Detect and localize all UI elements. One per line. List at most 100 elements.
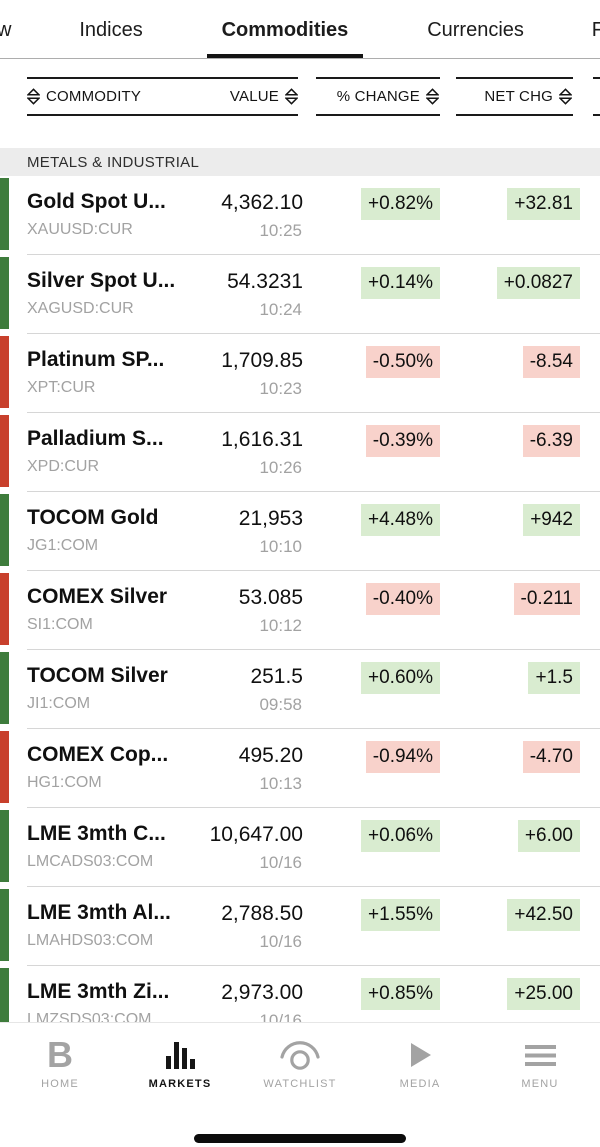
direction-bar <box>0 257 9 329</box>
commodity-row[interactable]: TOCOM Gold JG1:COM 21,953 10:10 +4.48% +… <box>0 492 600 571</box>
net-change-badge: +942 <box>523 504 580 536</box>
commodity-name: LME 3mth Zi... <box>27 980 170 1003</box>
commodity-header-label: COMMODITY <box>46 88 142 105</box>
tab-commodities[interactable]: Commodities <box>206 0 364 58</box>
commodity-row[interactable]: LME 3mth C... LMCADS03:COM 10,647.00 10/… <box>0 808 600 887</box>
direction-bar <box>0 731 9 803</box>
net-chg-header-cell: NET CHG <box>484 88 572 105</box>
net-change-badge: +42.50 <box>507 899 580 931</box>
tab-indices[interactable]: Indices <box>79 18 143 41</box>
direction-bar <box>0 178 9 250</box>
net-change-badge: -6.39 <box>522 425 580 457</box>
column-header-pct-change[interactable]: % CHANGE <box>316 77 440 116</box>
commodity-ticker: SI1:COM <box>27 616 93 633</box>
commodity-row[interactable]: Palladium S... XPD:CUR 1,616.31 10:26 -0… <box>0 413 600 492</box>
commodity-name: Platinum SP... <box>27 348 165 371</box>
net-change-badge: -8.54 <box>522 346 580 378</box>
pct-change-badge: -0.50% <box>365 346 440 378</box>
direction-bar <box>0 494 9 566</box>
sort-icon <box>559 88 572 105</box>
commodity-name: COMEX Silver <box>27 585 168 608</box>
commodity-ticker: XAUUSD:CUR <box>27 221 133 238</box>
sort-icon <box>27 88 40 105</box>
direction-bar <box>0 415 9 487</box>
column-header-commodity-value[interactable]: COMMODITY VALUE <box>27 77 298 116</box>
commodity-row[interactable]: COMEX Silver SI1:COM 53.085 10:12 -0.40%… <box>0 571 600 650</box>
commodity-row[interactable]: Silver Spot U... XAGUSD:CUR 54.3231 10:2… <box>0 255 600 334</box>
nav-item-home[interactable]: B HOME <box>0 1023 120 1147</box>
commodity-list: Gold Spot U... XAUUSD:CUR 4,362.10 10:25… <box>0 176 600 1045</box>
pct-change-badge: +0.60% <box>361 662 440 694</box>
commodity-ticker: LMAHDS03:COM <box>27 932 154 949</box>
commodity-value: 4,362.10 <box>221 191 303 214</box>
commodity-row[interactable]: COMEX Cop... HG1:COM 495.20 10:13 -0.94%… <box>0 729 600 808</box>
pct-change-badge: +0.06% <box>361 820 440 852</box>
quote-time: 10:25 <box>259 221 302 240</box>
quote-time: 10:23 <box>259 379 302 398</box>
column-header-net-chg[interactable]: NET CHG <box>456 77 573 116</box>
commodity-row[interactable]: TOCOM Silver JI1:COM 251.5 09:58 +0.60% … <box>0 650 600 729</box>
direction-bar <box>0 652 9 724</box>
commodity-value: 54.3231 <box>227 270 303 293</box>
direction-bar <box>0 889 9 961</box>
net-change-badge: +25.00 <box>507 978 580 1010</box>
commodity-value: 53.085 <box>238 586 303 609</box>
tab-overview-partial[interactable]: w <box>0 0 15 58</box>
commodity-name: Silver Spot U... <box>27 269 176 292</box>
play-icon <box>409 1038 432 1072</box>
pct-change-badge: -0.94% <box>365 741 440 773</box>
nav-label-watchlist: WATCHLIST <box>263 1078 337 1090</box>
commodity-value: 2,973.00 <box>221 981 303 1004</box>
commodity-ticker: JI1:COM <box>27 695 91 712</box>
pct-change-badge: +4.48% <box>361 504 440 536</box>
sort-icon <box>426 88 439 105</box>
quote-time: 10:12 <box>259 616 302 635</box>
bar-chart-icon <box>165 1038 195 1072</box>
commodity-name: LME 3mth C... <box>27 822 166 845</box>
net-chg-header-label: NET CHG <box>484 88 553 105</box>
commodity-value: 495.20 <box>238 744 303 767</box>
net-change-badge: +1.5 <box>528 662 580 694</box>
pct-change-header-cell: % CHANGE <box>337 88 439 105</box>
direction-bar <box>0 573 9 645</box>
column-header-next-partial <box>593 77 600 116</box>
quote-time: 10:26 <box>259 458 302 477</box>
commodity-name: COMEX Cop... <box>27 743 169 766</box>
commodity-row[interactable]: Platinum SP... XPT:CUR 1,709.85 10:23 -0… <box>0 334 600 413</box>
nav-label-home: HOME <box>41 1078 79 1090</box>
commodity-name: Palladium S... <box>27 427 164 450</box>
home-indicator-bar[interactable] <box>194 1134 406 1143</box>
nav-label-markets: MARKETS <box>148 1078 212 1090</box>
commodity-value: 21,953 <box>238 507 303 530</box>
quote-time: 10:13 <box>259 774 302 793</box>
pct-change-badge: +1.55% <box>361 899 440 931</box>
commodity-value: 1,709.85 <box>221 349 303 372</box>
nav-item-menu[interactable]: MENU <box>480 1023 600 1147</box>
pct-change-badge: +0.82% <box>361 188 440 220</box>
commodity-row[interactable]: Gold Spot U... XAUUSD:CUR 4,362.10 10:25… <box>0 176 600 255</box>
commodity-header-cell: COMMODITY <box>27 88 141 105</box>
quote-time: 10/16 <box>259 932 302 951</box>
tab-futures-partial[interactable]: F <box>588 0 600 58</box>
net-change-badge: -0.211 <box>513 583 580 615</box>
pct-change-badge: -0.39% <box>365 425 440 457</box>
nav-item-markets[interactable]: MARKETS <box>120 1023 240 1147</box>
nav-item-watchlist[interactable]: WATCHLIST <box>240 1023 360 1147</box>
quote-time: 10:10 <box>259 537 302 556</box>
nav-item-media[interactable]: MEDIA <box>360 1023 480 1147</box>
pct-change-badge: +0.14% <box>361 267 440 299</box>
commodity-ticker: HG1:COM <box>27 774 102 791</box>
quote-time: 10/16 <box>259 853 302 872</box>
commodity-value: 2,788.50 <box>221 902 303 925</box>
nav-label-menu: MENU <box>521 1078 559 1090</box>
tab-currencies[interactable]: Currencies <box>427 18 524 41</box>
commodity-row[interactable]: LME 3mth Al... LMAHDS03:COM 2,788.50 10/… <box>0 887 600 966</box>
bloomberg-b-icon: B <box>47 1034 73 1075</box>
commodity-ticker: XAGUSD:CUR <box>27 300 134 317</box>
sort-icon <box>285 88 298 105</box>
quote-time: 09:58 <box>259 695 302 714</box>
net-change-badge: +32.81 <box>507 188 580 220</box>
commodity-value: 10,647.00 <box>209 823 303 846</box>
commodity-ticker: XPT:CUR <box>27 379 96 396</box>
